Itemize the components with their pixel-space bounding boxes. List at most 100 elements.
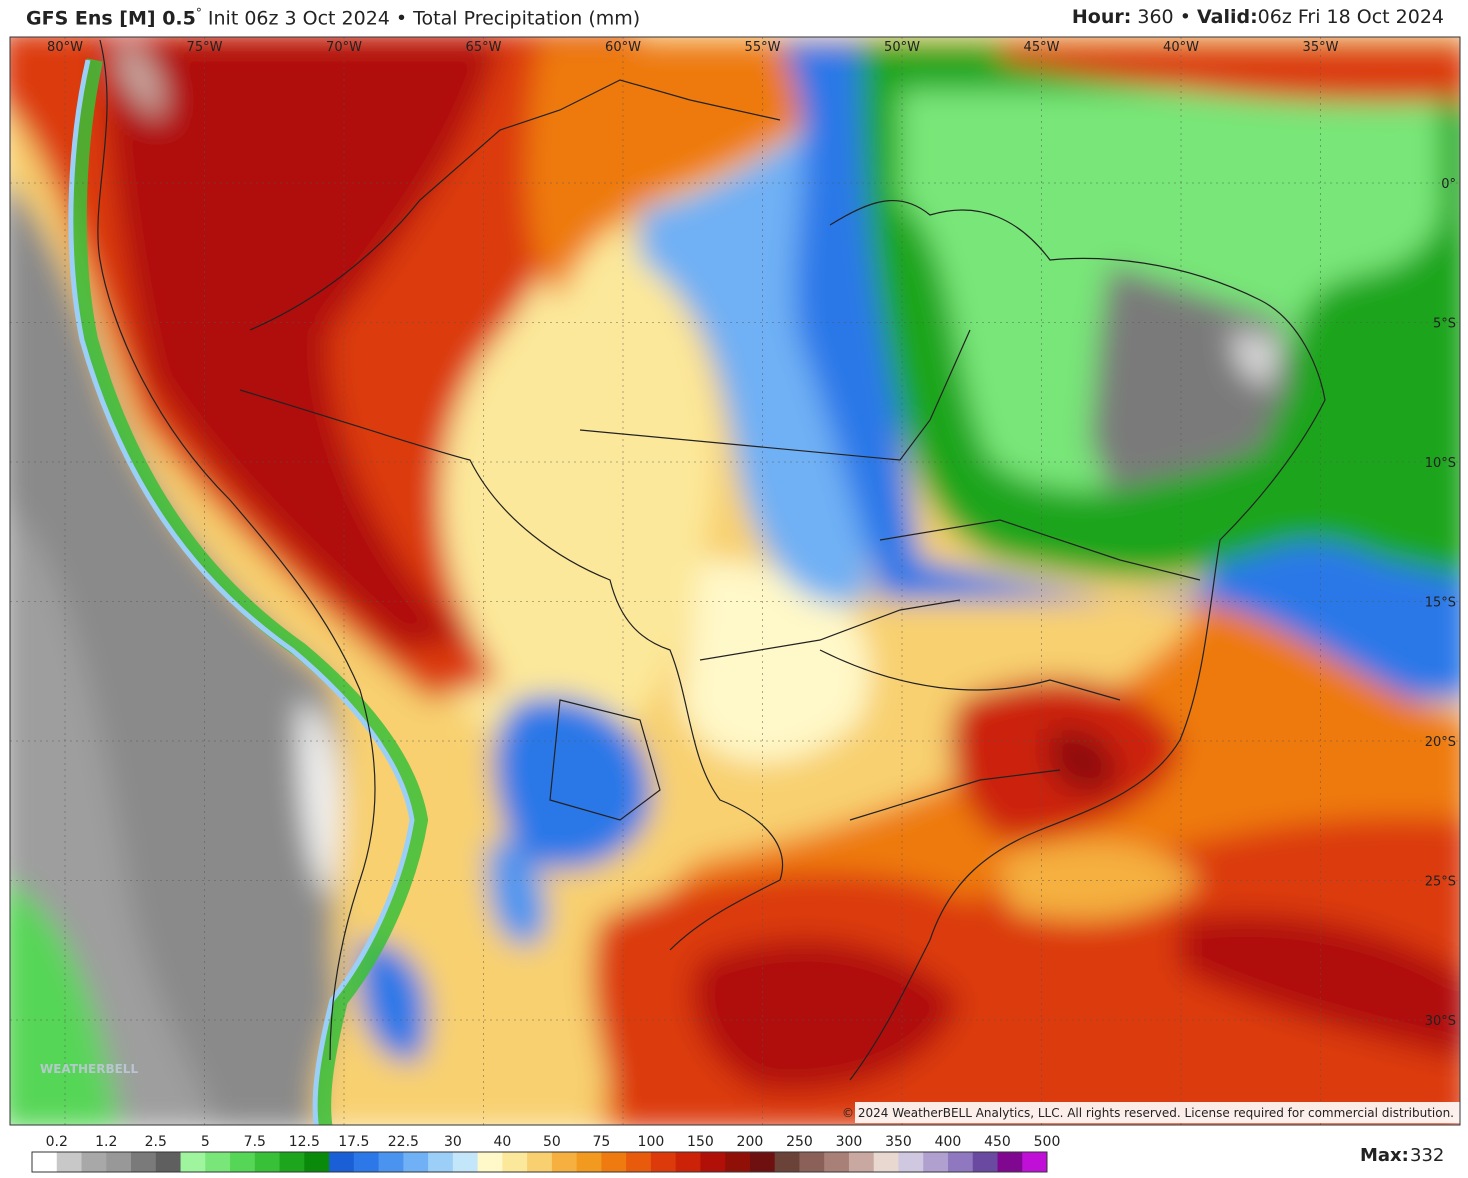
colorbar-swatch <box>749 1152 776 1172</box>
border <box>849 769 1061 821</box>
colorbar-swatch <box>205 1152 231 1172</box>
coastline <box>829 200 1326 1081</box>
colorbar-swatch <box>774 1152 800 1172</box>
latitude-label: 15°S <box>1425 596 1456 611</box>
separator: • <box>1179 6 1191 28</box>
hour: 360 <box>1137 6 1174 28</box>
colorbar-swatch <box>304 1152 330 1172</box>
colorbar-swatch <box>824 1152 850 1172</box>
colorbar-swatch <box>403 1152 429 1172</box>
colorbar: 0.2 1.2 2.5 5 7.5 12.5 17.5 22.5 30 40 50 75 100 150 2… <box>31 1134 1060 1173</box>
field <box>680 560 871 763</box>
colorbar-label: 300 <box>836 1134 863 1150</box>
longitude-label: 80°W <box>47 40 83 55</box>
colorbar-label: 200 <box>737 1134 764 1150</box>
latitude-label: 10°S <box>1425 456 1456 471</box>
colorbar-label: 450 <box>984 1134 1011 1150</box>
field <box>526 40 860 300</box>
colorbar-swatch <box>106 1152 132 1172</box>
colorbar-label: 0.2 <box>46 1134 68 1150</box>
colorbar-swatch <box>675 1152 701 1172</box>
degree: ° <box>195 6 202 20</box>
colorbar-swatch <box>180 1152 206 1172</box>
colorbar-swatch <box>947 1152 974 1172</box>
field <box>692 939 960 1092</box>
colorbar-frame <box>31 1151 1048 1173</box>
colorbar-swatch <box>873 1152 899 1172</box>
hour-label: Hour: <box>1071 6 1132 28</box>
colorbar-swatch <box>56 1152 83 1172</box>
colorbar-label: 30 <box>444 1134 462 1150</box>
colorbar-label: 150 <box>687 1134 714 1150</box>
border <box>819 649 1121 701</box>
colorbar-label: 17.5 <box>338 1134 369 1150</box>
colorbar-swatch <box>601 1152 627 1172</box>
colorbar-label: 400 <box>935 1134 962 1150</box>
field <box>1000 842 1200 920</box>
colorbar-swatch <box>32 1152 58 1172</box>
longitude-label: 70°W <box>326 40 362 55</box>
colorbar-label: 1.2 <box>95 1134 117 1150</box>
colorbar-swatch <box>378 1152 404 1172</box>
valid-label: Valid: <box>1196 6 1258 28</box>
field <box>1090 265 1290 490</box>
border <box>579 329 971 461</box>
colorbar-swatch <box>626 1152 652 1172</box>
colorbar-swatch <box>551 1152 578 1172</box>
map-frame <box>9 36 1461 1126</box>
latitude-label: 0° <box>1441 177 1456 192</box>
colorbar-swatch <box>230 1152 256 1172</box>
field <box>1048 728 1117 793</box>
longitude-label: 50°W <box>884 40 920 55</box>
colorbar-swatch <box>650 1152 677 1172</box>
colorbar-swatch <box>799 1152 825 1172</box>
coastline <box>97 39 376 1061</box>
max-label: Max: <box>1360 1145 1409 1166</box>
colorbar-label: 75 <box>592 1134 610 1150</box>
field <box>493 696 652 870</box>
latitude-label: 25°S <box>1425 875 1456 890</box>
colorbar-label: 350 <box>885 1134 912 1150</box>
colorbar-swatch <box>279 1152 305 1172</box>
copyright: © 2024 WeatherBELL Analytics, LLC. All r… <box>842 1106 1454 1120</box>
colorbar-label: 7.5 <box>244 1134 266 1150</box>
longitude-label: 35°W <box>1303 40 1339 55</box>
colorbar-swatch <box>502 1152 528 1172</box>
colorbar-label: 12.5 <box>289 1134 320 1150</box>
longitude-label: 75°W <box>187 40 223 55</box>
colorbar-swatch <box>81 1152 107 1172</box>
title-right: Hour: 360 • Valid:06z Fri 18 Oct 2024 <box>1072 6 1444 28</box>
longitude-label: 40°W <box>1163 40 1199 55</box>
colorbar-swatch <box>131 1152 157 1172</box>
colorbar-swatch <box>452 1152 479 1172</box>
field <box>1180 914 1460 1058</box>
colorbar-label: 100 <box>638 1134 665 1150</box>
title-left: GFS Ens [M] 0.5° Init 06z 3 Oct 2024 • T… <box>26 6 640 29</box>
border <box>879 519 1201 581</box>
valid: 06z Fri 18 Oct 2024 <box>1257 6 1444 28</box>
precip-field <box>10 37 1460 1125</box>
coastal-band <box>68 59 415 1125</box>
colorbar-swatch <box>576 1152 602 1172</box>
colorbar-swatch <box>923 1152 949 1172</box>
colorbar-swatch <box>477 1152 503 1172</box>
colorbar-swatch <box>155 1152 182 1172</box>
field <box>1230 330 1280 390</box>
longitude-label: 55°W <box>745 40 781 55</box>
colorbar-swatch <box>997 1152 1023 1172</box>
max-value: 332 <box>1410 1145 1444 1166</box>
colorbar-label: 50 <box>543 1134 561 1150</box>
copyright-box <box>855 1102 1460 1123</box>
graticule: 80°W 75°W 70°W 65°W 60°W 55°W 50°W 45°W 40°W 35°W… <box>10 37 1460 1125</box>
borders <box>97 39 1326 1081</box>
coastal-band <box>70 58 429 1125</box>
longitude-label: 65°W <box>466 40 502 55</box>
field <box>488 840 547 946</box>
watermark: WEATHERBELL <box>40 1062 138 1076</box>
field <box>10 884 120 1125</box>
colorbar-swatch <box>898 1152 924 1172</box>
colorbar-label: 22.5 <box>388 1134 419 1150</box>
field <box>1000 39 1460 103</box>
